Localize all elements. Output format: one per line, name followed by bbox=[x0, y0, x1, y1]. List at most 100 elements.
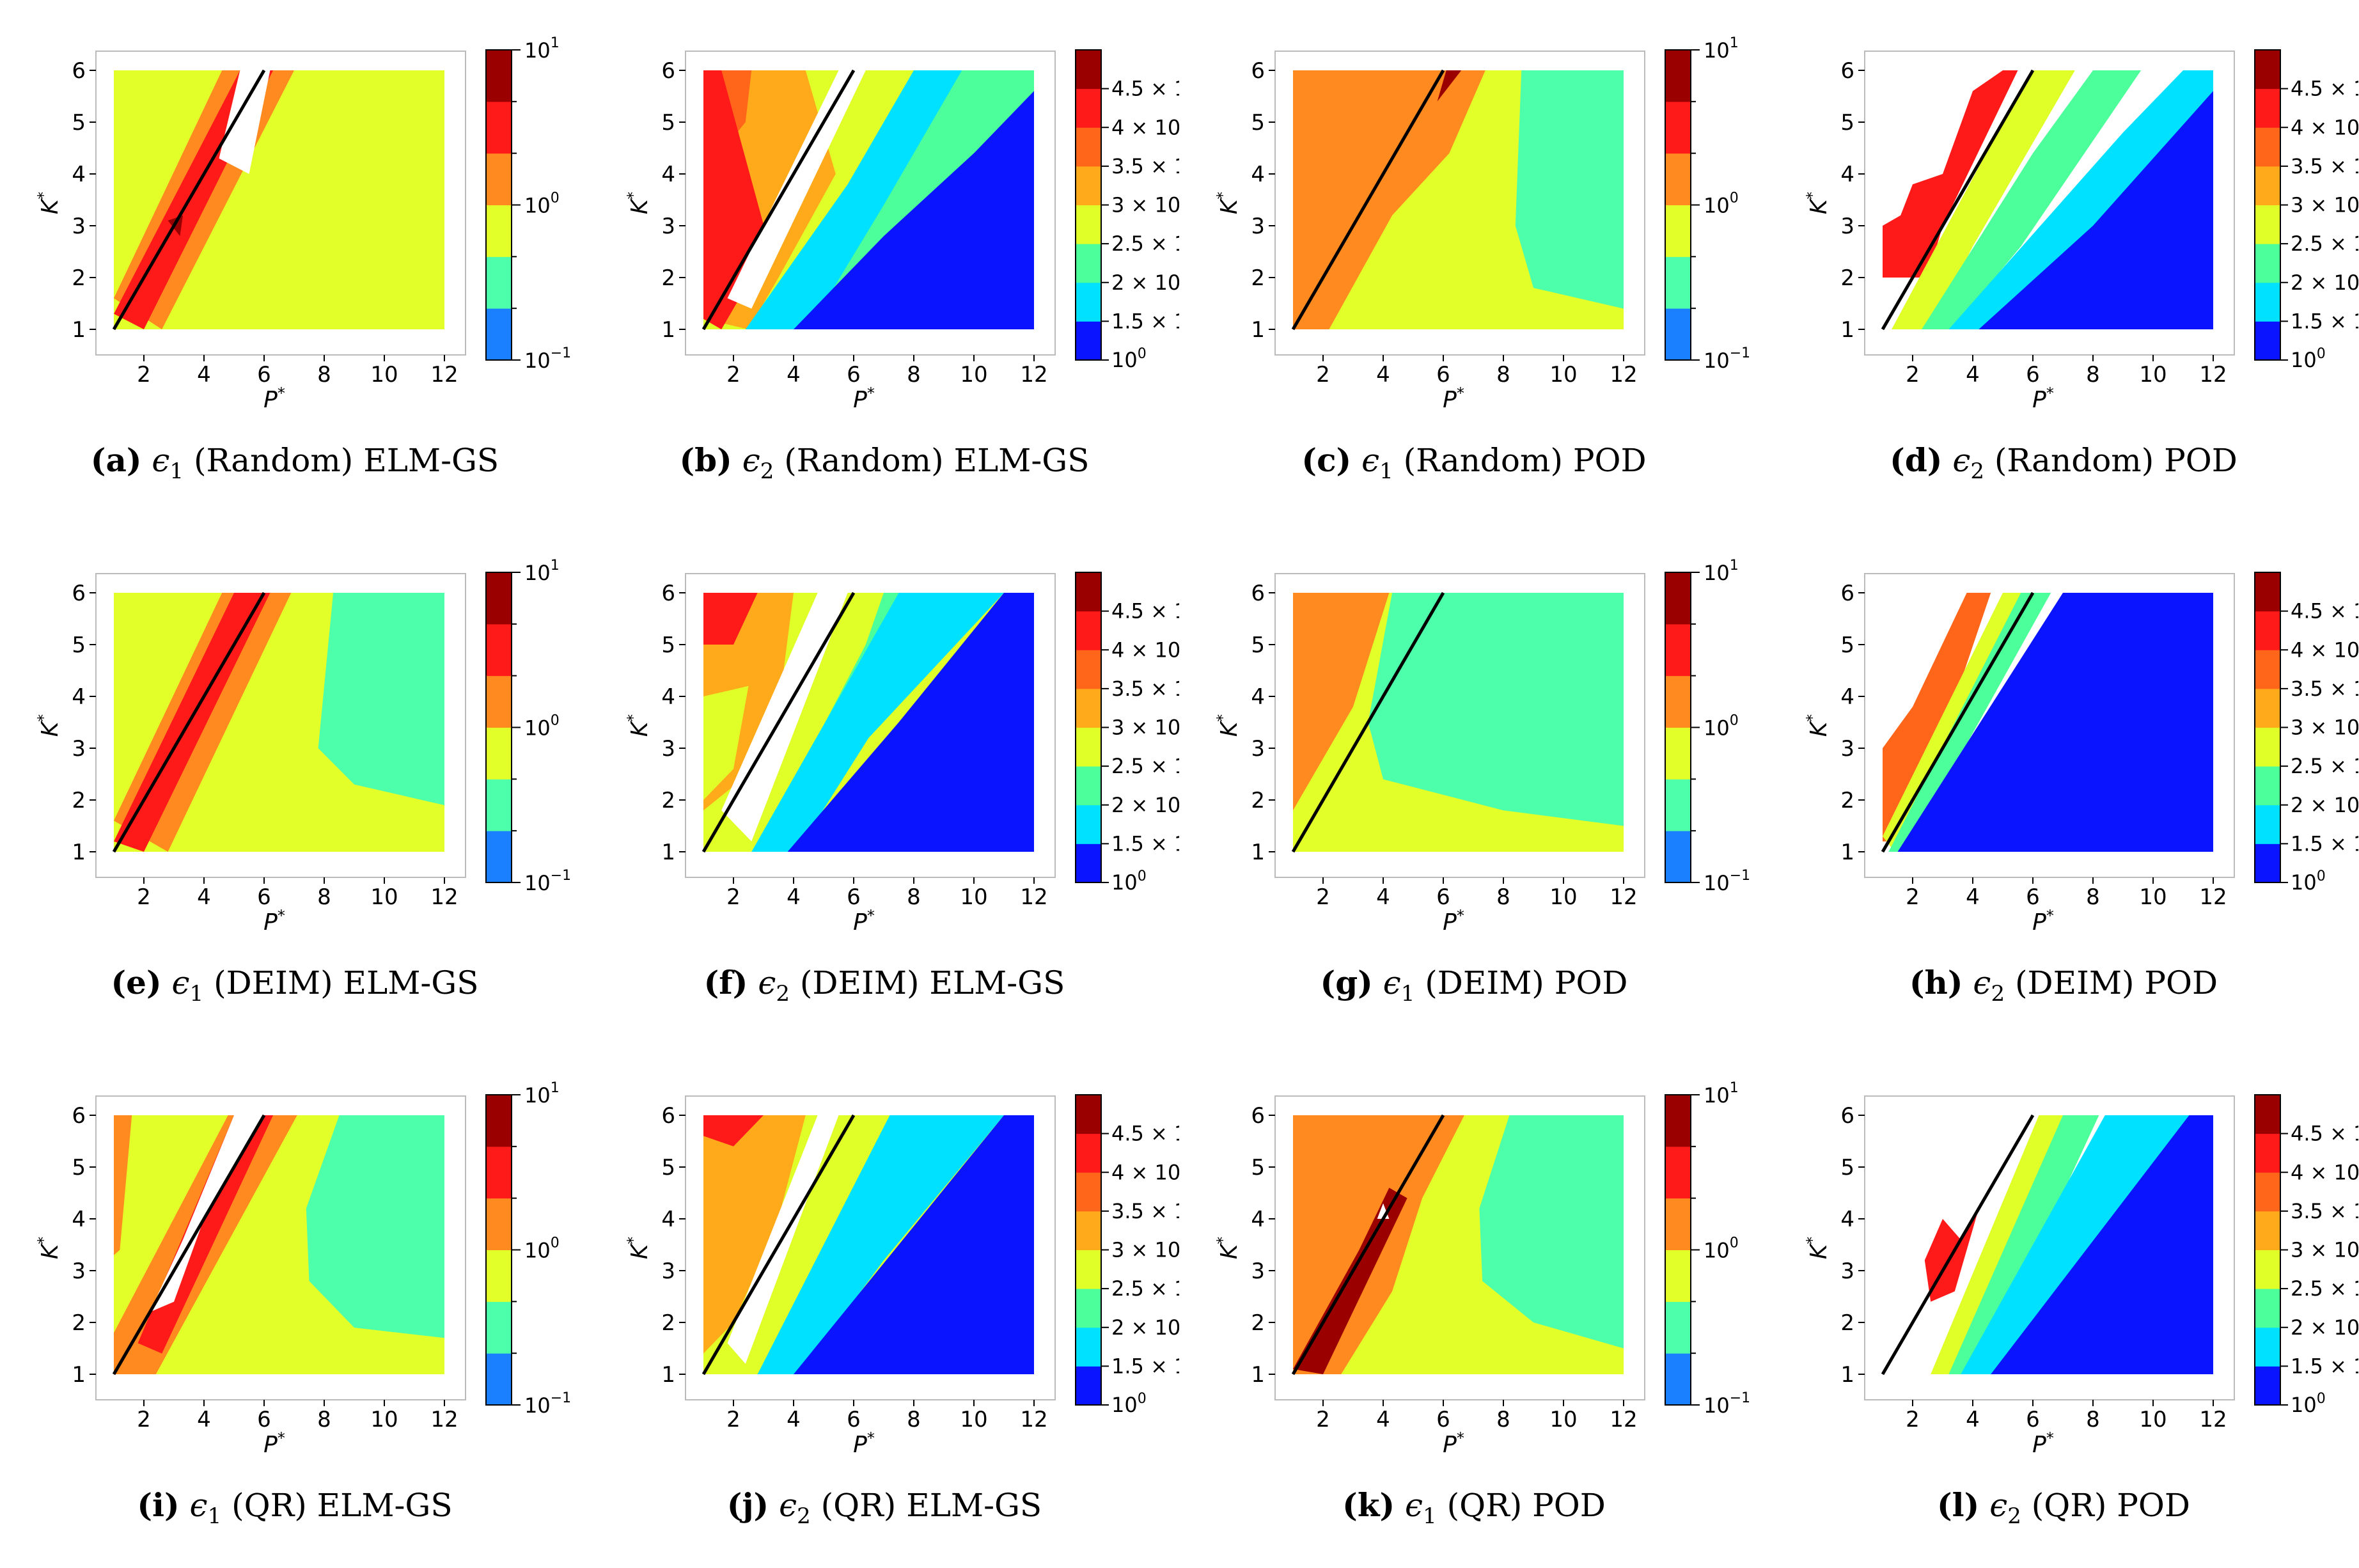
colorbar-exponent: 0 bbox=[551, 1235, 560, 1251]
colorbar-segment bbox=[1665, 831, 1691, 883]
y-tick-label: 4 bbox=[1251, 1207, 1265, 1232]
colorbar-tick-label: 100 bbox=[2291, 868, 2326, 895]
panel-e: 2 4 6 8 10 12 1 2 3 4 5 6 P* K* 10−1 100 101 (e) ϵ1 (DEIM… bbox=[0, 522, 590, 1045]
y-tick-label: 3 bbox=[1251, 736, 1265, 762]
colorbar-exponent: 1 bbox=[551, 35, 560, 51]
x-tick-label: 10 bbox=[2139, 884, 2167, 910]
colorbar-tick-label: 101 bbox=[524, 558, 560, 585]
colorbar-tick-label: 10−1 bbox=[524, 345, 571, 373]
y-tick-label: 5 bbox=[72, 632, 86, 658]
x-tick-label: 6 bbox=[2026, 884, 2040, 910]
x-tick-label: 6 bbox=[847, 884, 861, 910]
caption-subscript: 1 bbox=[169, 459, 184, 484]
colorbar-tick-label: 4 × 100 bbox=[1111, 1158, 1179, 1184]
y-tick-label: 6 bbox=[72, 581, 86, 606]
x-axis-title: P* bbox=[853, 1429, 875, 1458]
x-axis-title: P* bbox=[1443, 384, 1464, 413]
colorbar-tick-label: 2 × 100 bbox=[1111, 791, 1179, 817]
panel-caption: (j) ϵ2 (QR) ELM-GS bbox=[590, 1486, 1179, 1529]
x-tick-label: 10 bbox=[1549, 1407, 1577, 1432]
colorbar-tick-label: 3 × 100 bbox=[2291, 191, 2358, 217]
x-tick-label: 4 bbox=[1966, 884, 1980, 910]
colorbar-tick-label: 3.5 × 100 bbox=[1111, 675, 1179, 701]
colorbar-segment bbox=[1665, 675, 1691, 728]
caption-letter: (b) bbox=[679, 441, 732, 479]
y-tick-label: 3 bbox=[72, 214, 86, 239]
y-tick-label: 2 bbox=[1840, 1310, 1854, 1336]
colorbar-exponent: 1 bbox=[551, 558, 560, 574]
x-tick-label: 8 bbox=[317, 362, 331, 388]
y-tick-label: 6 bbox=[661, 1103, 675, 1129]
x-tick-label: 8 bbox=[317, 884, 331, 910]
x-tick-label: 10 bbox=[960, 1407, 987, 1432]
contour-region bbox=[745, 70, 962, 329]
contour-region bbox=[703, 1115, 806, 1354]
y-tick-label: 5 bbox=[1251, 632, 1265, 658]
colorbar-segment bbox=[1076, 1289, 1101, 1328]
x-axis-superscript: * bbox=[867, 907, 875, 925]
panel-caption: (i) ϵ1 (QR) ELM-GS bbox=[0, 1486, 590, 1529]
panel-caption: (k) ϵ1 (QR) POD bbox=[1179, 1486, 1769, 1529]
colorbar-tick-label: 4.5 × 100 bbox=[1111, 1120, 1179, 1146]
y-tick-label: 3 bbox=[661, 1258, 675, 1284]
colorbar-segment bbox=[2255, 50, 2280, 90]
y-tick-label: 3 bbox=[1840, 736, 1854, 762]
colorbar-tick-label: 3.5 × 100 bbox=[2291, 152, 2358, 178]
colorbar-tick-label: 2.5 × 100 bbox=[2291, 1274, 2358, 1301]
y-tick-label: 1 bbox=[661, 840, 675, 865]
contour-region bbox=[1515, 70, 1624, 309]
caption-text: (DEIM) POD bbox=[1415, 964, 1628, 1001]
y-axis-superscript: * bbox=[1803, 714, 1821, 722]
x-axis-title: P* bbox=[853, 907, 875, 936]
colorbar-tick-label: 1.5 × 100 bbox=[1111, 307, 1179, 333]
x-tick-label: 6 bbox=[847, 362, 861, 388]
colorbar-segment bbox=[1076, 1211, 1101, 1250]
reference-line bbox=[1291, 1114, 1445, 1376]
y-tick-label: 6 bbox=[72, 58, 86, 84]
colorbar-tick-label: 3 × 100 bbox=[1111, 191, 1179, 217]
caption-text: (Random) POD bbox=[1984, 442, 2238, 479]
colorbar-segment bbox=[2255, 572, 2280, 612]
caption-text: (DEIM) ELM-GS bbox=[203, 964, 479, 1001]
contour-region bbox=[1991, 1115, 2213, 1374]
colorbar-segment bbox=[1076, 1095, 1101, 1134]
colorbar-tick-label: 3 × 100 bbox=[1111, 1236, 1179, 1262]
colorbar-segment bbox=[486, 572, 512, 625]
y-axis-title: K* bbox=[1214, 1237, 1242, 1260]
colorbar-segment bbox=[1076, 88, 1101, 128]
colorbar-segment bbox=[1076, 1327, 1101, 1367]
y-tick-label: 2 bbox=[1840, 265, 1854, 291]
caption-subscript: 1 bbox=[1400, 981, 1415, 1007]
caption-symbol: ϵ bbox=[141, 442, 170, 479]
colorbar-segment bbox=[2255, 804, 2280, 844]
colorbar-tick-label: 100 bbox=[1704, 713, 1739, 741]
colorbar-tick-label: 100 bbox=[1704, 1235, 1739, 1263]
y-tick-label: 5 bbox=[661, 110, 675, 136]
colorbar-segment bbox=[486, 153, 512, 205]
x-tick-label: 4 bbox=[197, 1407, 211, 1432]
x-tick-label: 8 bbox=[907, 884, 921, 910]
x-axis-superscript: * bbox=[867, 1429, 875, 1447]
colorbar-tick-label: 100 bbox=[524, 191, 560, 218]
y-axis-title: K* bbox=[1803, 192, 1832, 215]
colorbar-segment bbox=[2255, 766, 2280, 806]
colorbar-segment bbox=[486, 831, 512, 883]
reference-line bbox=[112, 1114, 266, 1376]
colorbar-segment bbox=[1076, 804, 1101, 844]
contour-region bbox=[703, 593, 758, 645]
caption-text: (QR) ELM-GS bbox=[221, 1487, 453, 1524]
panel-c: 2 4 6 8 10 12 1 2 3 4 5 6 P* K* 10−1 100 101 (c) ϵ1 (Rand… bbox=[1179, 0, 1769, 522]
x-tick-label: 4 bbox=[1376, 362, 1390, 388]
x-axis-superscript: * bbox=[1457, 907, 1464, 925]
colorbar-exponent: −1 bbox=[1730, 1390, 1750, 1406]
colorbar-segment bbox=[2255, 1250, 2280, 1289]
y-axis-title: K* bbox=[1214, 192, 1242, 215]
colorbar-tick-label: 101 bbox=[524, 1080, 560, 1108]
colorbar-segment bbox=[486, 675, 512, 728]
y-tick-label: 4 bbox=[1251, 162, 1265, 187]
caption-text: (DEIM) ELM-GS bbox=[790, 964, 1065, 1001]
